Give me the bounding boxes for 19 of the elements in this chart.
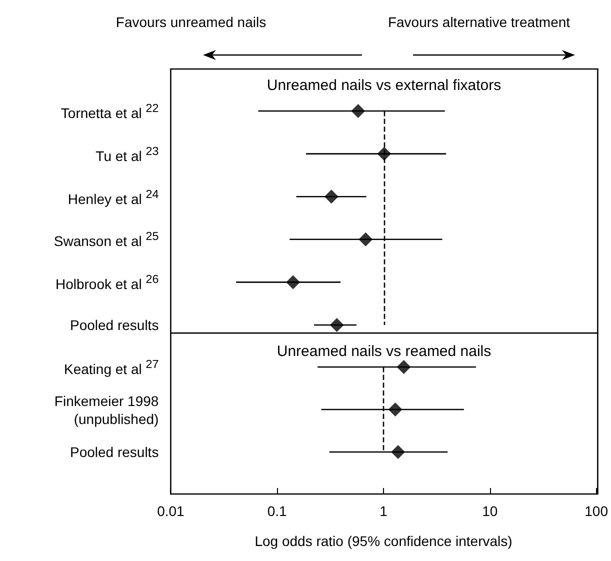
text: Unreamed nails vs reamed nails: [276, 343, 492, 360]
x-tick-label: 0.01: [157, 503, 185, 519]
y-tick-label: Holbrook et al $^{26}$: [55, 272, 159, 294]
x-tick-label: 1: [380, 503, 388, 519]
y-tick-label: Pooled results: [70, 443, 159, 461]
y-tick-label: Tu et al $^{23}$: [96, 144, 159, 165]
text: Favours unreamed nails: [116, 14, 266, 30]
y-tick-label: Pooled results: [70, 316, 159, 334]
text: Favours alternative treatment: [388, 14, 570, 30]
y-tick-label: Keating et al $^{27}$: [64, 357, 159, 378]
x-axis-title: Log odds ratio (95% confidence intervals): [254, 533, 512, 549]
x-tick-label: 0.1: [267, 503, 288, 519]
text: Unreamed nails vs external fixators: [266, 77, 502, 94]
x-tick-label: 100: [584, 503, 608, 519]
y-tick-label: Henley et al $^{24}$: [68, 186, 159, 208]
y-tick-label: Swanson et al $^{25}$: [54, 230, 159, 250]
y-tick-label: Finkemeier 1998 (unpublished): [54, 392, 159, 428]
x-tick-label: 10: [482, 503, 498, 519]
y-tick-label: Tornetta et al $^{22}$: [60, 101, 159, 122]
